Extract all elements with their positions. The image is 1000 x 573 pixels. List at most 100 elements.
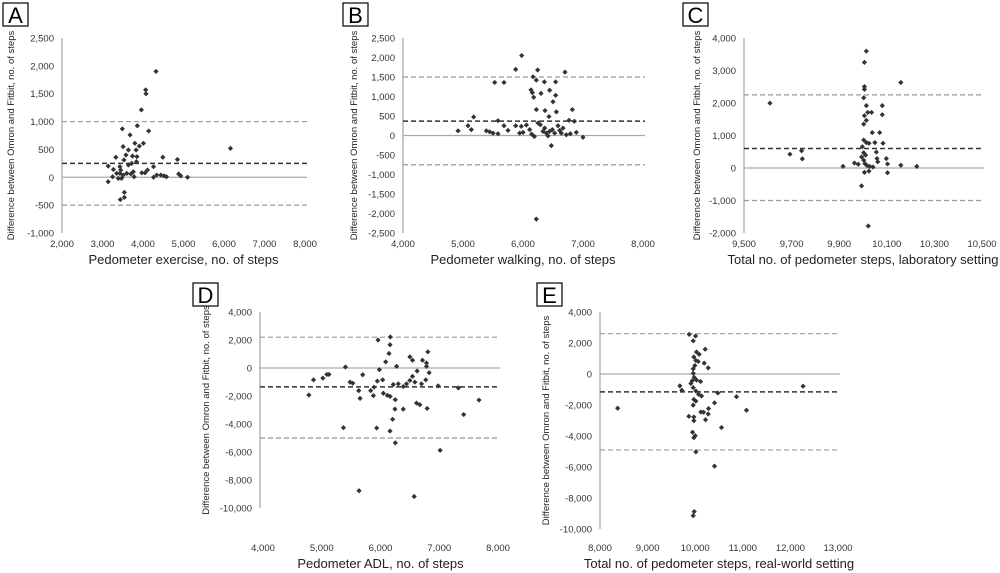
x-axis-title: Pedometer ADL, no. of steps (297, 556, 464, 571)
data-point (390, 381, 396, 388)
data-point (131, 174, 137, 180)
y-tick-label: 1,000 (371, 92, 395, 103)
data-point (690, 384, 696, 391)
data-point (386, 350, 392, 357)
data-point (767, 100, 773, 106)
y-tick-label: -6,000 (565, 463, 592, 474)
data-point (423, 377, 429, 383)
data-point (686, 331, 692, 337)
data-point (492, 79, 498, 86)
x-tick-label: 4,000 (131, 239, 155, 250)
data-point (553, 92, 559, 98)
y-tick-label: 1,000 (30, 117, 54, 128)
data-point (533, 106, 539, 113)
data-point (858, 183, 865, 189)
data-point (691, 374, 697, 381)
data-point (132, 140, 138, 146)
data-point (120, 144, 126, 150)
panel-label-box (342, 2, 369, 27)
data-point (414, 368, 420, 374)
data-point (134, 154, 140, 160)
data-point (174, 156, 181, 163)
data-point (696, 351, 702, 357)
data-point (711, 463, 718, 469)
panel-label: A (8, 3, 23, 28)
x-tick-label: 8,000 (631, 239, 655, 250)
data-point (424, 405, 430, 412)
data-point (872, 140, 878, 146)
data-point (690, 338, 696, 344)
data-point (376, 367, 382, 373)
data-point (150, 174, 157, 180)
x-tick-label: 5,000 (172, 239, 196, 250)
data-point (129, 153, 136, 159)
data-point (800, 383, 806, 389)
data-point (110, 174, 116, 180)
data-point (505, 127, 511, 134)
data-point (866, 140, 872, 146)
data-point (691, 354, 697, 360)
y-axis-title: Difference between Omron and Fitbit, no.… (541, 316, 552, 526)
y-tick-label: 3,000 (712, 66, 736, 77)
data-point (548, 143, 554, 149)
x-tick-label: 7,000 (253, 239, 277, 250)
x-axis-title: Pedometer exercise, no. of steps (88, 252, 279, 267)
data-point (715, 390, 721, 396)
data-point (866, 168, 872, 174)
data-point (867, 163, 873, 169)
data-point (227, 145, 234, 151)
data-point (542, 125, 548, 131)
x-tick-label: 11,000 (729, 543, 757, 554)
data-point (691, 435, 697, 441)
data-point (695, 358, 701, 365)
data-point (560, 125, 566, 131)
data-point (688, 380, 694, 387)
panel-b: B 2,500 2,000 1,500 1,000 500 0 -500 -1,000 -1,50… (342, 2, 655, 267)
data-point (392, 397, 398, 403)
data-point (393, 363, 400, 369)
data-point (689, 429, 696, 435)
y-tick-label: 2,500 (30, 34, 54, 45)
data-point (519, 52, 525, 59)
data-point (468, 127, 474, 133)
y-tick-label: -4,000 (565, 432, 592, 443)
data-point (387, 334, 393, 340)
y-tick-label: 0 (49, 173, 54, 184)
data-point (861, 113, 868, 119)
data-point (143, 91, 149, 97)
data-point (865, 109, 871, 116)
x-tick-label: 9,000 (636, 543, 660, 554)
data-point (855, 161, 861, 167)
x-tick-label: 9,700 (780, 239, 804, 250)
data-point (553, 79, 559, 85)
x-tick-label: 9,900 (827, 239, 851, 250)
data-point (861, 86, 868, 92)
x-tick-label: 10,000 (681, 543, 710, 554)
data-point (123, 152, 129, 158)
y-tick-label: 1,500 (371, 73, 395, 84)
data-point (535, 67, 541, 73)
data-point (115, 175, 121, 181)
y-axis-title: Difference between Omron and Fitbit, no.… (6, 31, 17, 241)
y-axis-title: Difference between Omron and Fitbit, no.… (692, 31, 703, 241)
data-point (873, 149, 879, 155)
data-point (840, 163, 846, 169)
x-axis-title: Pedometer walking, no. of steps (431, 252, 616, 267)
data-point (541, 79, 547, 85)
y-tick-label: 4,000 (712, 34, 736, 45)
data-point (567, 131, 573, 137)
data-point (129, 160, 135, 166)
data-point (374, 425, 380, 431)
data-point (119, 126, 125, 132)
data-point (787, 151, 793, 157)
data-point (862, 161, 868, 167)
data-point (356, 488, 362, 494)
data-point (547, 87, 553, 93)
x-tick-label: 6,000 (511, 239, 535, 250)
data-point (146, 128, 152, 134)
y-tick-label: -2,000 (709, 229, 736, 240)
data-point (306, 392, 312, 398)
data-point (134, 123, 140, 129)
data-point (125, 147, 132, 153)
data-point (527, 127, 533, 133)
